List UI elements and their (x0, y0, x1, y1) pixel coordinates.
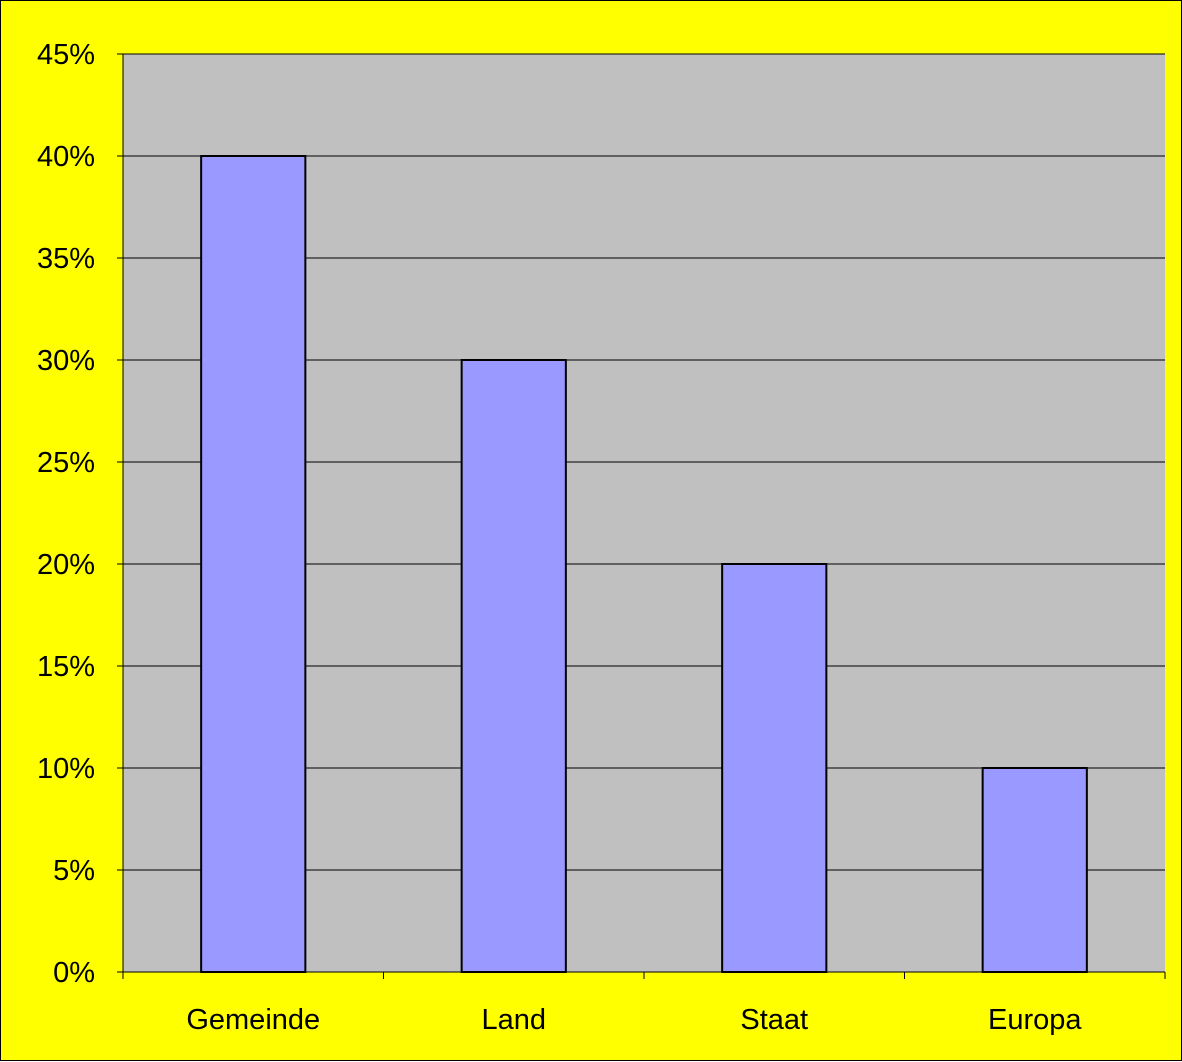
bar-staat (721, 563, 828, 973)
axes (117, 53, 1166, 979)
y-tick-label: 15% (37, 651, 95, 683)
x-tick-label: Land (481, 1004, 546, 1036)
y-tick-labels: 0% 5% 10% 15% 20% 25% 30% 35% 40% 45% (37, 39, 95, 989)
y-tick-label: 5% (53, 855, 95, 887)
y-tick-label: 40% (37, 141, 95, 173)
y-tick-label: 35% (37, 243, 95, 275)
y-tick-label: 20% (37, 549, 95, 581)
y-tick-label: 25% (37, 447, 95, 479)
bar-europa (981, 767, 1088, 973)
bars (200, 155, 1088, 973)
x-tick-label: Europa (988, 1004, 1082, 1036)
y-tick-label: 45% (37, 39, 95, 71)
bar-land (460, 359, 567, 973)
y-tick-label: 10% (37, 753, 95, 785)
y-tick-label: 30% (37, 345, 95, 377)
y-tick-label: 0% (53, 957, 95, 989)
bar-gemeinde (200, 155, 307, 973)
x-tick-label: Staat (740, 1004, 808, 1036)
x-tick-label: Gemeinde (186, 1004, 320, 1036)
x-tick-labels: Gemeinde Land Staat Europa (186, 1004, 1082, 1036)
